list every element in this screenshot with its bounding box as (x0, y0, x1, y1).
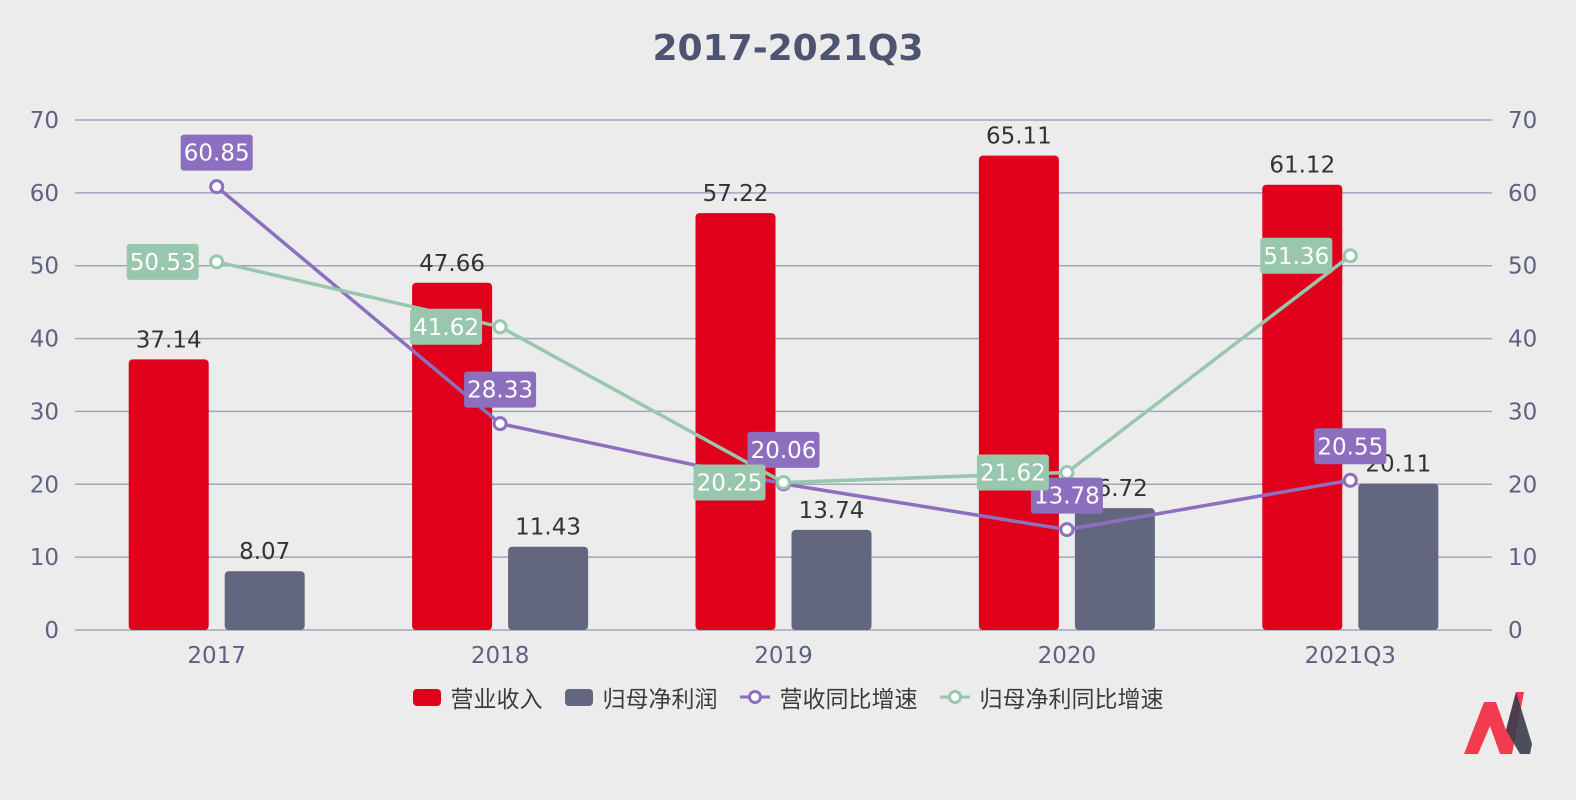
y-left-tick-label: 0 (44, 618, 59, 644)
line-data-label: 51.36 (1263, 244, 1329, 270)
line-point (209, 254, 225, 270)
x-tick-label: 2021Q3 (1305, 643, 1396, 669)
line-point (1342, 472, 1358, 488)
line-label-box (1260, 237, 1333, 274)
line-data-label: 50.53 (130, 250, 196, 276)
y-left-tick-label: 50 (30, 254, 59, 280)
line-point (1059, 522, 1075, 538)
y-left-tick-label: 40 (30, 327, 59, 353)
x-tick-label: 2018 (471, 643, 530, 669)
line-label-box (693, 464, 766, 501)
line-point (492, 416, 508, 432)
bar (1358, 483, 1439, 630)
bar-data-label: 8.07 (239, 539, 290, 565)
y-left-tick-label: 70 (30, 108, 59, 134)
x-tick-label: 2020 (1038, 643, 1097, 669)
bar-data-label: 37.14 (136, 327, 202, 353)
bar (791, 529, 872, 630)
line-data-label: 20.55 (1317, 434, 1383, 460)
bar-data-label: 65.11 (986, 124, 1052, 150)
y-right-tick-label: 20 (1508, 472, 1537, 498)
line-point (209, 179, 225, 195)
legend-item[interactable]: 营收同比增速 (739, 680, 918, 714)
line-label-box (1314, 428, 1387, 465)
line-label-box (180, 134, 253, 171)
line-data-label: 28.33 (467, 378, 533, 404)
y-right-tick-label: 40 (1508, 327, 1537, 353)
bar-data-label: 11.43 (515, 515, 581, 541)
y-left-tick-label: 20 (30, 472, 59, 498)
y-right-tick-label: 70 (1508, 108, 1537, 134)
legend-label: 归母净利同比增速 (979, 687, 1164, 713)
line-data-label: 20.25 (697, 470, 763, 496)
y-left-tick-label: 30 (30, 399, 59, 425)
line-data-label: 21.62 (980, 460, 1046, 486)
line-data-label: 60.85 (184, 141, 250, 167)
bar (695, 213, 776, 630)
y-right-tick-label: 30 (1508, 399, 1537, 425)
bar (224, 571, 305, 630)
brand-logo-icon (1464, 692, 1532, 754)
line-point (1059, 464, 1075, 480)
x-tick-label: 2019 (754, 643, 813, 669)
y-right-tick-label: 60 (1508, 181, 1537, 207)
bar-data-label: 57.22 (703, 181, 769, 207)
line-label-box (976, 454, 1049, 491)
bar-data-label: 47.66 (419, 251, 485, 277)
bar (978, 155, 1059, 630)
legend-swatch (564, 688, 593, 706)
line-label-box (410, 308, 483, 345)
y-right-tick-label: 0 (1508, 618, 1523, 644)
legend-item[interactable]: 营业收入 (412, 680, 543, 714)
legend-line-marker (939, 690, 970, 704)
bar-data-label: 61.12 (1269, 153, 1335, 179)
bar (1074, 508, 1155, 630)
y-left-tick-label: 60 (30, 181, 59, 207)
legend-label: 归母净利润 (602, 687, 718, 713)
y-left-tick-label: 10 (30, 545, 59, 571)
line-label-box (464, 371, 537, 408)
bar (1262, 184, 1343, 630)
bar (412, 282, 493, 630)
line-data-label: 41.62 (413, 315, 479, 341)
line-label-box (747, 431, 820, 468)
line-label-box (126, 243, 199, 280)
legend-label: 营收同比增速 (779, 687, 918, 713)
legend-item[interactable]: 归母净利同比增速 (939, 680, 1164, 714)
y-right-tick-label: 50 (1508, 254, 1537, 280)
line-point (776, 474, 791, 490)
legend-line-marker (739, 690, 770, 704)
line-point (492, 319, 508, 335)
chart-title: 2017-2021Q3 (652, 28, 924, 69)
x-tick-label: 2017 (187, 643, 246, 669)
y-right-tick-label: 10 (1508, 545, 1537, 571)
line-point (1342, 248, 1358, 264)
line-data-label: 20.06 (751, 438, 817, 464)
bar (508, 546, 589, 630)
legend-label: 营业收入 (450, 687, 543, 713)
combo-chart: 0 10 20 30 40 50 60 70 0 10 20 30 40 50 60 70 2017 2018 20… (30, 108, 1538, 669)
legend: 营业收入 归母净利润 营收同比增速 归母净利同比增速 (0, 680, 1576, 714)
legend-swatch (412, 688, 441, 706)
bar (128, 359, 209, 630)
bar-data-label: 13.74 (799, 498, 865, 524)
legend-item[interactable]: 归母净利润 (564, 680, 718, 714)
